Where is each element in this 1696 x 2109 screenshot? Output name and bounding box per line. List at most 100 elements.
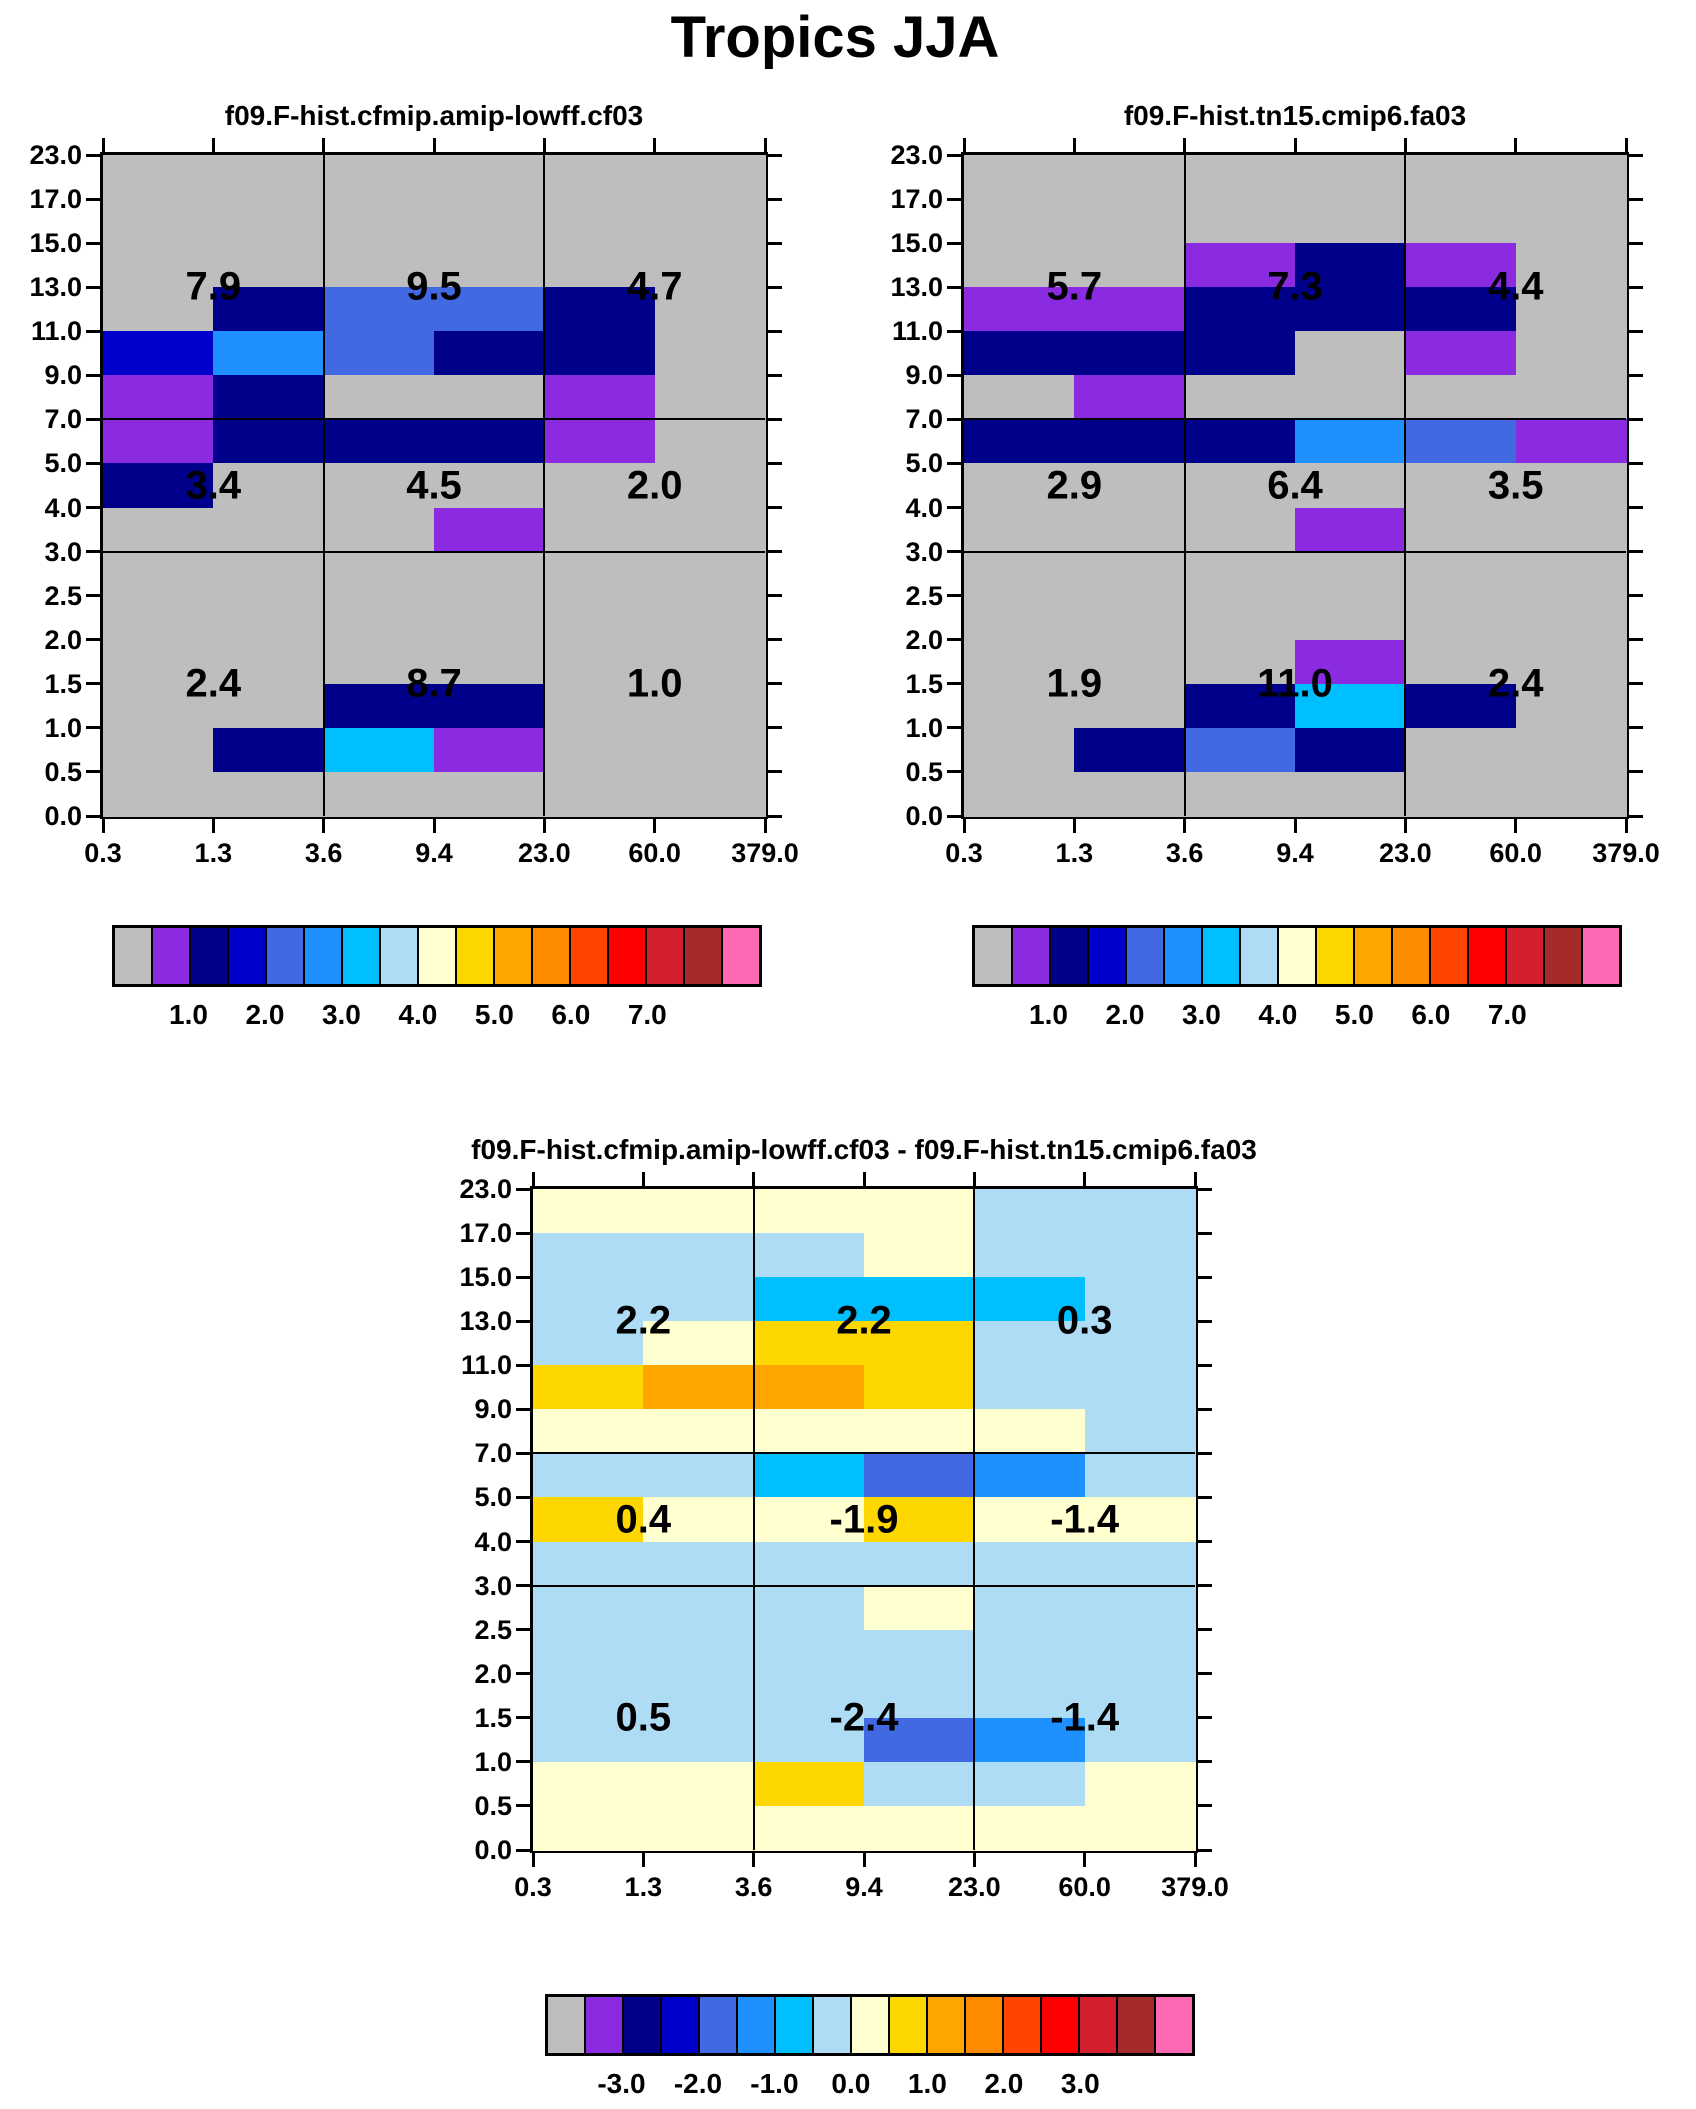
heatmap-cell — [533, 1629, 645, 1675]
heatmap-cell — [1515, 595, 1627, 641]
tick — [763, 819, 767, 833]
colorbar-segment — [814, 1997, 852, 2053]
heatmap-cell — [964, 331, 1076, 377]
heatmap-cell — [864, 1189, 976, 1234]
heatmap-cell — [1184, 727, 1296, 773]
heatmap-cell — [1295, 463, 1407, 509]
cblab: 2.0 — [245, 999, 285, 1030]
heatmap-cell — [1295, 551, 1407, 597]
tick — [1293, 138, 1297, 152]
heatmap-cell — [654, 155, 766, 200]
cblab: 6.0 — [1411, 999, 1451, 1030]
heatmap-cell — [434, 199, 546, 244]
heatmap-cell — [103, 287, 215, 332]
tick — [531, 1172, 535, 1186]
tick — [1193, 1853, 1197, 1867]
heatmap-cell — [1295, 683, 1407, 729]
heatmap-cell — [643, 1453, 755, 1499]
region-value: 8.7 — [406, 661, 462, 706]
heatmap-cell — [434, 463, 546, 509]
heatmap-cell — [1084, 1453, 1196, 1499]
colorbar-segment — [1042, 1997, 1080, 2053]
xlab: 23.0 — [518, 838, 571, 868]
heatmap-cell — [103, 771, 215, 817]
heatmap-cell — [753, 1365, 865, 1411]
colorbar-segment — [928, 1997, 966, 2053]
tick — [86, 770, 100, 774]
heatmap-cell — [1295, 155, 1407, 200]
region-value: 0.5 — [615, 1695, 672, 1740]
tick — [962, 819, 966, 833]
heatmap-cell — [1084, 1585, 1196, 1631]
heatmap-cell — [1074, 771, 1186, 817]
heatmap-cell — [1295, 199, 1407, 244]
ylab: 5.0 — [905, 448, 943, 479]
heatmap-cell — [1405, 419, 1517, 465]
heatmap-cell — [323, 199, 435, 244]
tick — [972, 1172, 976, 1186]
tick — [1198, 1540, 1212, 1544]
heatmap-cell — [974, 1189, 1086, 1234]
colorbar-segment — [548, 1997, 586, 2053]
ylab: 2.0 — [44, 624, 82, 655]
region-value: 0.4 — [615, 1497, 672, 1541]
tick — [516, 1495, 530, 1499]
plot-area: 2.2 2.2 0.3 0.4 -1.9 -1.4 0.5 -2.4 -1.4 — [516, 1172, 1212, 1867]
tick — [542, 819, 546, 833]
heatmap-cell — [323, 507, 435, 553]
heatmap-cell — [213, 727, 325, 773]
region-value: 4.4 — [1487, 264, 1544, 309]
xlab: 9.4 — [1276, 838, 1314, 868]
heatmap-cell — [1515, 375, 1627, 421]
heatmap-cell — [864, 1629, 976, 1675]
cblab: -3.0 — [597, 2068, 646, 2099]
tick — [653, 138, 657, 152]
heatmap-cell — [974, 1277, 1086, 1322]
heatmap-cell — [1295, 727, 1407, 773]
tick — [1198, 1760, 1212, 1764]
tick — [1193, 1172, 1197, 1186]
region-value: 6.4 — [1267, 463, 1323, 507]
heatmap-cell — [544, 375, 656, 421]
heatmap-cell — [864, 1541, 976, 1587]
cblab: 7.0 — [627, 999, 667, 1030]
tick — [86, 153, 100, 157]
tick — [516, 1319, 530, 1323]
xlab: 60.0 — [1058, 1872, 1111, 1902]
tick — [1629, 814, 1643, 818]
region-value: 2.2 — [615, 1298, 672, 1343]
ylab: 1.0 — [44, 712, 82, 743]
heatmap-cell — [1295, 507, 1407, 553]
heatmap-cell — [974, 1761, 1086, 1807]
xlab: 1.3 — [624, 1872, 663, 1902]
heatmap-cell — [213, 419, 325, 465]
heatmap-cell — [864, 1453, 976, 1499]
heatmap-cell — [1515, 727, 1627, 773]
tick — [653, 819, 657, 833]
heatmap-cell — [434, 683, 546, 729]
ylab: 2.0 — [474, 1658, 512, 1689]
tick — [947, 814, 961, 818]
tick — [516, 1804, 530, 1808]
ylab: 2.0 — [905, 624, 943, 655]
heatmap-cell — [654, 287, 766, 332]
colorbar-segment — [571, 928, 609, 984]
cblab: 3.0 — [1181, 999, 1221, 1030]
region-value: -1.9 — [829, 1497, 899, 1541]
heatmap-cell — [544, 639, 656, 685]
cblab: -1.0 — [750, 2068, 799, 2099]
ylab: 5.0 — [44, 448, 82, 479]
tick — [768, 153, 782, 157]
x-axis: 0.3 1.3 3.6 9.4 23.0 60.0 379.0 — [945, 838, 1660, 872]
heatmap-cell — [533, 1805, 645, 1851]
heatmap-cell — [1184, 551, 1296, 597]
heatmap-cell — [1184, 243, 1296, 288]
heatmap-cell — [1084, 1717, 1196, 1763]
heatmap-cell — [974, 1409, 1086, 1455]
heatmap-cell — [964, 507, 1076, 553]
colorbar: 1.0 2.0 3.0 4.0 5.0 6.0 7.0 — [112, 925, 762, 1033]
cblab: -2.0 — [673, 2068, 723, 2099]
heatmap-cell — [213, 287, 325, 332]
heatmap-cell — [434, 551, 546, 597]
tick — [86, 682, 100, 686]
